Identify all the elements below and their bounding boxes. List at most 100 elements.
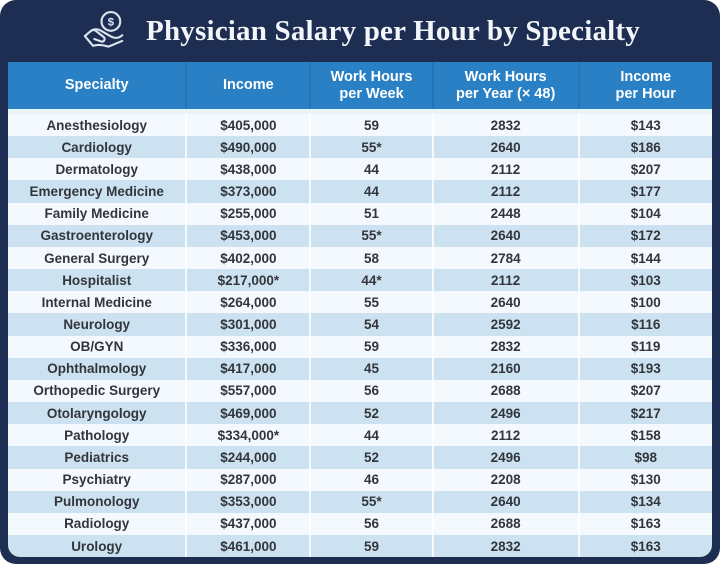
cell-work-hours-per-year: 2112: [431, 424, 578, 447]
cell-specialty: Ophthalmology: [47, 361, 147, 377]
cell-income-per-hour: $104: [577, 202, 712, 225]
cell-income-per-hour: $130: [577, 468, 712, 491]
table-row: Emergency Medicine $373,000 44 2112 $177: [8, 180, 712, 203]
table-row: Psychiatry $287,000 46 2208 $130: [8, 468, 712, 491]
cell-work-hours-per-week: 59: [309, 335, 431, 358]
cell-work-hours-per-year: 2496: [431, 446, 578, 469]
cell-income-per-hour: $100: [577, 291, 712, 314]
cell-work-hours-per-week: 59: [309, 534, 431, 557]
cell-specialty: Pathology: [64, 427, 130, 443]
table-header-row: Specialty Income Work Hours per Week Work H…: [8, 62, 712, 109]
cell-income-per-hour: $163: [577, 534, 712, 557]
cell-income-per-hour: $217: [577, 402, 712, 425]
table-row: Urology $461,000 59 2832 $163: [8, 534, 712, 557]
cell-income-per-hour: $116: [577, 313, 712, 336]
cell-work-hours-per-week: 52: [309, 446, 431, 469]
cell-work-hours-per-week: 44: [309, 158, 431, 181]
cell-specialty: General Surgery: [44, 250, 150, 266]
cell-specialty: Urology: [71, 538, 123, 554]
cell-work-hours-per-year: 2640: [431, 490, 578, 513]
cell-work-hours-per-week: 52: [309, 402, 431, 425]
table-row: Dermatology $438,000 44 2112 $207: [8, 158, 712, 181]
cell-income: $217,000*: [185, 269, 309, 292]
cell-specialty: Dermatology: [55, 161, 138, 177]
table-row: OB/GYN $336,000 59 2832 $119: [8, 335, 712, 358]
cell-income: $373,000: [185, 180, 309, 203]
cell-income: $334,000*: [185, 424, 309, 447]
cell-income-per-hour: $134: [577, 490, 712, 513]
cell-work-hours-per-year: 2160: [431, 357, 578, 380]
cell-work-hours-per-week: 55*: [309, 136, 431, 159]
cell-income: $405,000: [185, 114, 309, 137]
cell-income: $402,000: [185, 246, 309, 270]
table-row: Ophthalmology $417,000 45 2160 $193: [8, 357, 712, 380]
cell-income-per-hour: $207: [577, 379, 712, 403]
cell-work-hours-per-week: 44*: [309, 269, 431, 292]
cell-work-hours-per-year: 2640: [431, 224, 578, 247]
cell-income: $255,000: [185, 202, 309, 225]
cell-income: $353,000: [185, 490, 309, 513]
svg-text:$: $: [108, 17, 115, 29]
cell-income-per-hour: $207: [577, 158, 712, 181]
cell-specialty: OB/GYN: [70, 339, 124, 355]
cell-income: $301,000: [185, 313, 309, 336]
table-row: Pediatrics $244,000 52 2496 $98: [8, 446, 712, 469]
cell-work-hours-per-year: 2784: [431, 246, 578, 270]
hand-holding-dollar-coin-icon: $: [83, 11, 124, 48]
cell-income: $244,000: [185, 446, 309, 469]
cell-income-per-hour: $186: [577, 136, 712, 159]
cell-work-hours-per-year: 2688: [431, 379, 578, 403]
table-row: Otolaryngology $469,000 52 2496 $217: [8, 402, 712, 425]
cell-work-hours-per-year: 2112: [431, 158, 578, 181]
table-row: Anesthesiology $405,000 59 2832 $143: [8, 114, 712, 137]
column-header-specialty: Specialty: [64, 77, 129, 94]
cell-work-hours-per-week: 58: [309, 246, 431, 270]
cell-specialty: Orthopedic Surgery: [33, 383, 161, 399]
cell-income: $490,000: [185, 136, 309, 159]
page-title: Physician Salary per Hour by Specialty: [146, 14, 640, 47]
table-row: General Surgery $402,000 58 2784 $144: [8, 246, 712, 270]
cell-work-hours-per-week: 59: [309, 114, 431, 137]
table-row: Pulmonology $353,000 55* 2640 $134: [8, 490, 712, 513]
table-row: Orthopedic Surgery $557,000 56 2688 $207: [8, 379, 712, 403]
cell-work-hours-per-week: 56: [309, 379, 431, 403]
cell-specialty: Pediatrics: [64, 449, 129, 465]
cell-income: $336,000: [185, 335, 309, 358]
cell-work-hours-per-week: 44: [309, 180, 431, 203]
cell-specialty: Radiology: [64, 516, 130, 532]
cell-income-per-hour: $98: [577, 446, 712, 469]
cell-work-hours-per-year: 2832: [431, 335, 578, 358]
column-header-income: Income: [185, 62, 309, 109]
cell-work-hours-per-week: 51: [309, 202, 431, 225]
cell-work-hours-per-year: 2832: [431, 114, 578, 137]
cell-specialty: Hospitalist: [62, 272, 132, 288]
table-row: Family Medicine $255,000 51 2448 $104: [8, 202, 712, 225]
cell-specialty: Anesthesiology: [46, 117, 147, 133]
cell-specialty: Internal Medicine: [41, 294, 152, 310]
cell-work-hours-per-week: 55*: [309, 490, 431, 513]
table-row: Gastroenterology $453,000 55* 2640 $172: [8, 224, 712, 247]
cell-work-hours-per-week: 46: [309, 468, 431, 491]
column-header-income-per-hour: Income per Hour: [577, 62, 712, 109]
cell-income-per-hour: $143: [577, 114, 712, 137]
cell-work-hours-per-week: 56: [309, 512, 431, 535]
title-bar: $ Physician Salary per Hour by Specialty: [0, 0, 720, 62]
cell-work-hours-per-week: 44: [309, 424, 431, 447]
cell-income: $264,000: [185, 291, 309, 314]
cell-income: $461,000: [185, 534, 309, 557]
cell-income-per-hour: $158: [577, 424, 712, 447]
cell-income-per-hour: $163: [577, 512, 712, 535]
cell-income: $557,000: [185, 379, 309, 403]
cell-specialty: Otolaryngology: [46, 405, 147, 421]
cell-work-hours-per-year: 2640: [431, 136, 578, 159]
salary-table: Specialty Income Work Hours per Week Work H…: [8, 62, 712, 557]
cell-income: $453,000: [185, 224, 309, 247]
column-header-work-hours-per-year: Work Hours per Year (× 48): [431, 62, 578, 109]
cell-specialty: Gastroenterology: [40, 228, 153, 244]
cell-income-per-hour: $177: [577, 180, 712, 203]
cell-specialty: Pulmonology: [53, 494, 140, 510]
table-row: Neurology $301,000 54 2592 $116: [8, 313, 712, 336]
cell-income: $437,000: [185, 512, 309, 535]
